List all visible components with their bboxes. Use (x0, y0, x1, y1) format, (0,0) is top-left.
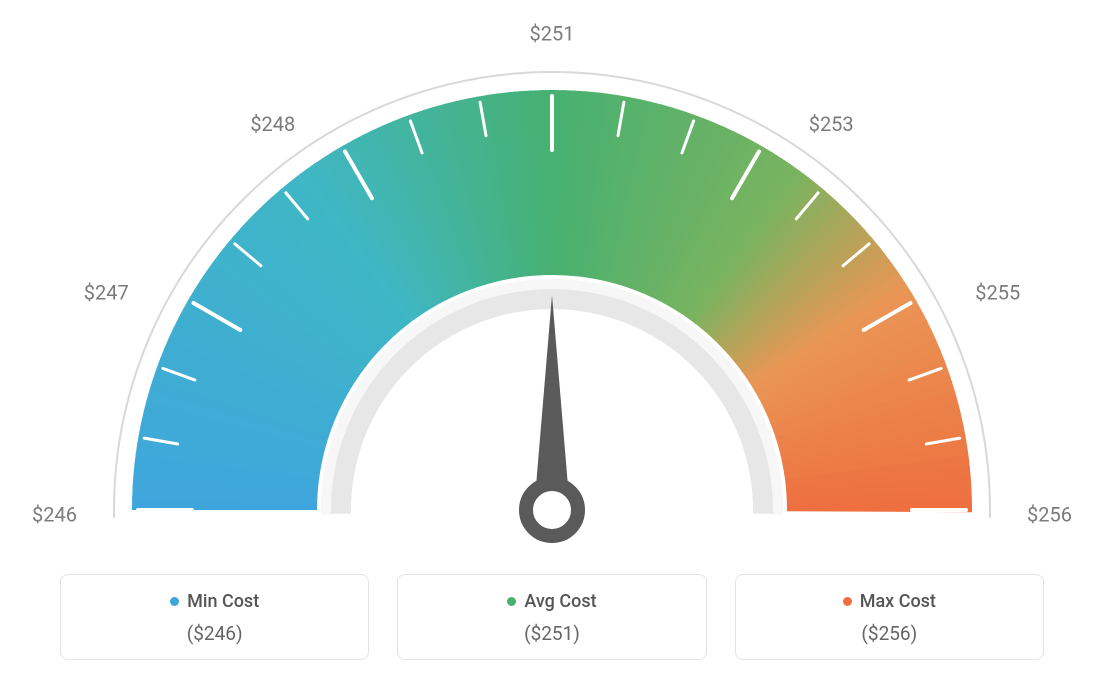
svg-text:$256: $256 (1027, 502, 1072, 526)
legend-row: Min Cost ($246) Avg Cost ($251) Max Cost… (0, 574, 1104, 660)
legend-dot-max (843, 597, 852, 606)
legend-card-min: Min Cost ($246) (60, 574, 369, 660)
svg-text:$247: $247 (84, 281, 129, 305)
svg-text:$248: $248 (250, 112, 295, 136)
svg-text:$253: $253 (809, 112, 854, 136)
gauge-svg: $246 $247 $248 $251 $253 $255 $256 (0, 0, 1104, 570)
legend-dot-min (170, 597, 179, 606)
svg-text:$246: $246 (32, 502, 77, 526)
legend-label-max: Max Cost (860, 591, 936, 612)
legend-label-avg: Avg Cost (524, 591, 596, 612)
legend-label-min: Min Cost (187, 591, 259, 612)
cost-gauge: $246 $247 $248 $251 $253 $255 $256 (0, 0, 1104, 570)
legend-title-min: Min Cost (170, 591, 259, 612)
legend-card-max: Max Cost ($256) (735, 574, 1044, 660)
legend-dot-avg (507, 597, 516, 606)
legend-title-avg: Avg Cost (507, 591, 596, 612)
legend-value-max: ($256) (748, 622, 1031, 645)
legend-title-max: Max Cost (843, 591, 936, 612)
svg-text:$251: $251 (530, 21, 575, 45)
svg-text:$255: $255 (975, 281, 1020, 305)
legend-value-avg: ($251) (410, 622, 693, 645)
legend-value-min: ($246) (73, 622, 356, 645)
legend-card-avg: Avg Cost ($251) (397, 574, 706, 660)
